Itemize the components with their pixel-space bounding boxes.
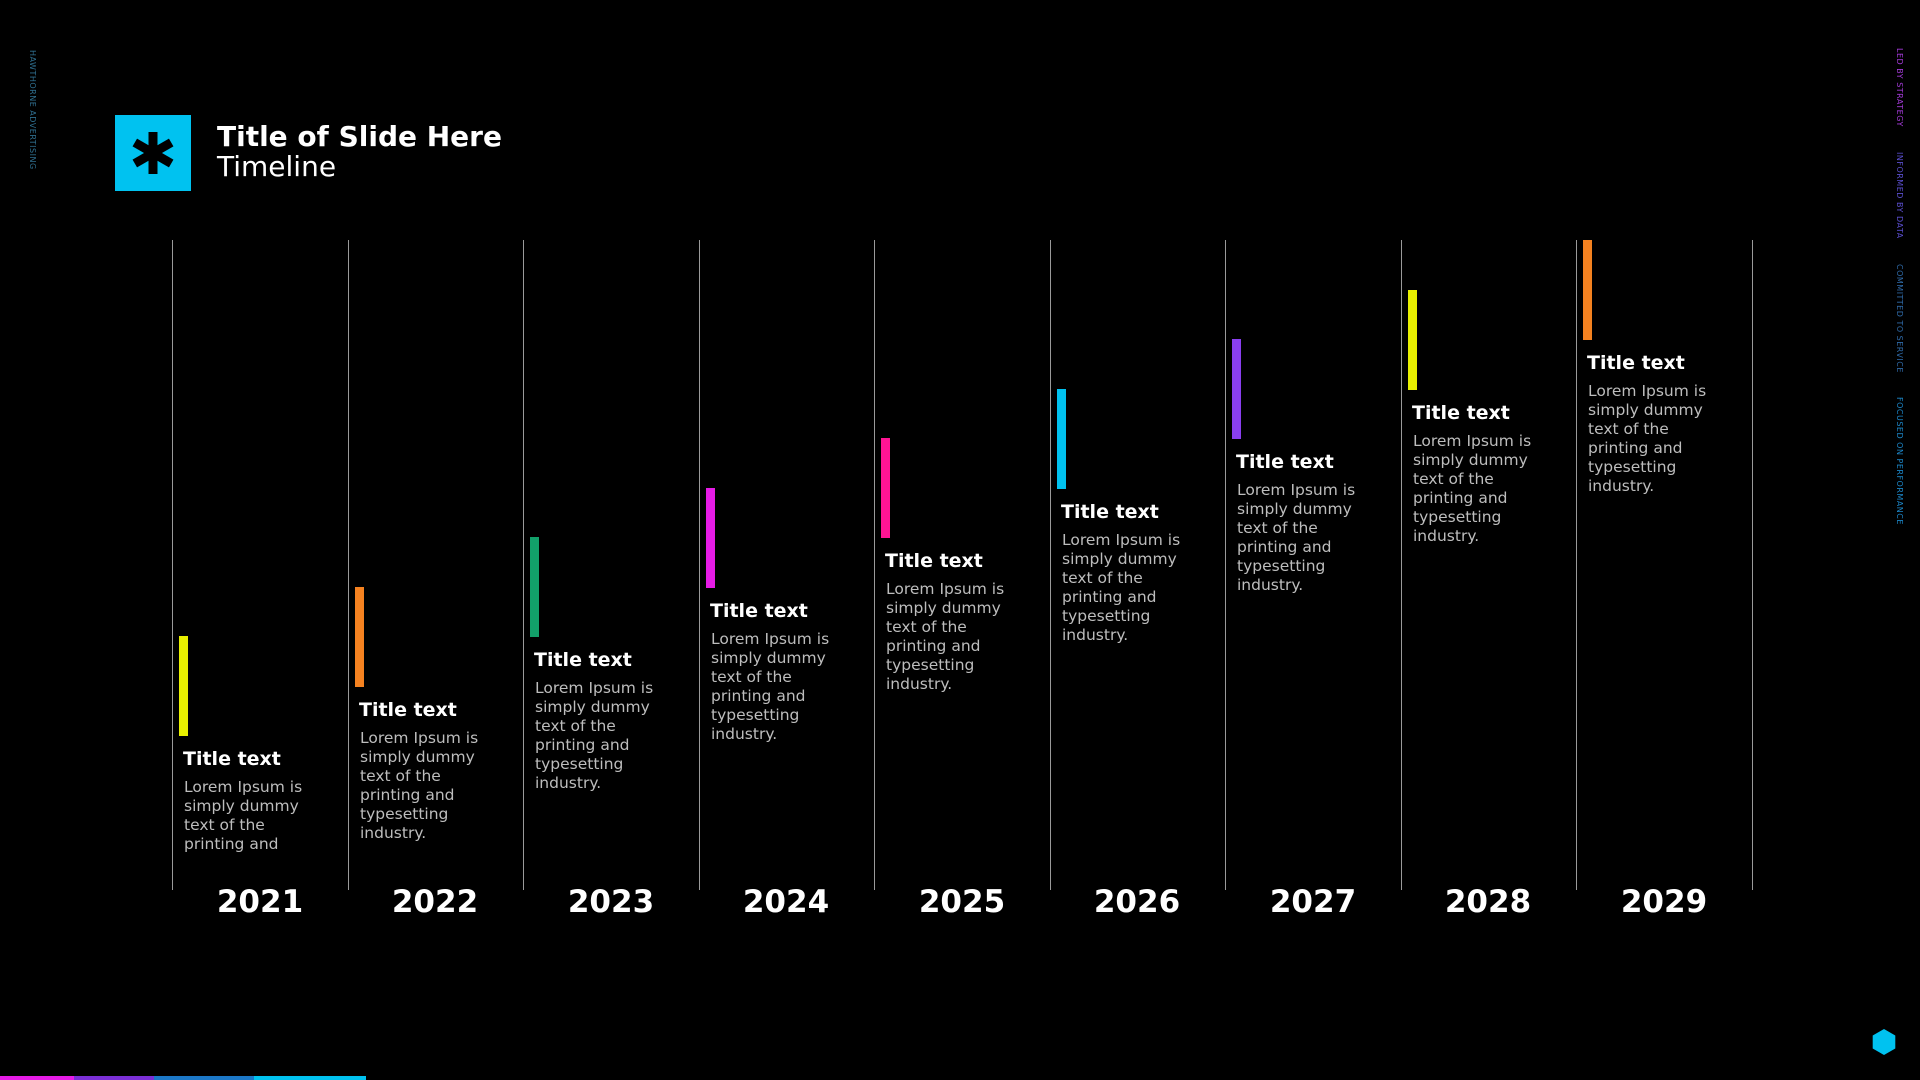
timeline-accent-bar [706,488,715,588]
timeline-year: 2028 [1444,884,1532,920]
timeline-year: 2025 [918,884,1006,920]
timeline-item-title: Title text [534,649,632,671]
column-divider [874,240,875,890]
timeline-accent-bar [1583,240,1592,340]
timeline-item-body: Lorem Ipsum is simply dummy text of the … [886,580,1005,693]
asterisk-icon [132,132,174,174]
timeline-accent-bar [1408,290,1417,390]
timeline-accent-bar [1057,389,1066,489]
title-block: Title of Slide Here Timeline [217,122,502,182]
page-title: Title of Slide Here [217,120,502,153]
bar-segment [74,1076,154,1080]
value-item: INFORMED BY DATA [1895,151,1904,239]
timeline-item-title: Title text [1412,402,1510,424]
timeline-year: 2022 [391,884,479,920]
timeline-year: 2024 [742,884,830,920]
timeline-accent-bar [179,636,188,736]
timeline-item-title: Title text [885,550,983,572]
timeline-item-title: Title text [1061,501,1159,523]
column-divider [172,240,173,890]
timeline-item-body: Lorem Ipsum is simply dummy text of the … [360,729,479,842]
timeline-year: 2027 [1269,884,1357,920]
bar-segment [154,1076,254,1080]
value-item: FOCUSED ON PERFORMANCE [1895,397,1904,526]
column-divider [1752,240,1753,890]
timeline-item-body: Lorem Ipsum is simply dummy text of the … [1062,531,1181,644]
timeline-accent-bar [1232,339,1241,439]
timeline-item-body: Lorem Ipsum is simply dummy text of the … [184,778,303,853]
timeline-item-title: Title text [183,748,281,770]
timeline-item-body: Lorem Ipsum is simply dummy text of the … [1237,481,1356,594]
timeline-item-body: Lorem Ipsum is simply dummy text of the … [1413,432,1532,545]
timeline-item-body: Lorem Ipsum is simply dummy text of the … [711,630,830,743]
timeline-year: 2023 [567,884,655,920]
timeline-item-title: Title text [359,699,457,721]
timeline-item-body: Lorem Ipsum is simply dummy text of the … [1588,382,1707,495]
logo [115,115,191,191]
column-divider [348,240,349,890]
timeline-accent-bar [530,537,539,637]
column-divider [523,240,524,890]
timeline-accent-bar [355,587,364,687]
column-divider [699,240,700,890]
column-divider [1401,240,1402,890]
bar-segment [0,1076,74,1080]
timeline-item-title: Title text [1587,352,1685,374]
bar-segment [254,1076,366,1080]
timeline-item-body: Lorem Ipsum is simply dummy text of the … [535,679,654,792]
timeline-year: 2021 [216,884,304,920]
timeline-accent-bar [881,438,890,538]
value-item: LED BY STRATEGY [1895,48,1904,127]
timeline-year: 2029 [1620,884,1708,920]
hexagon-icon [1872,1029,1896,1055]
values-vertical-text: LED BY STRATEGY INFORMED BY DATA COMMITT… [1895,48,1904,547]
column-divider [1225,240,1226,890]
timeline-item-title: Title text [1236,451,1334,473]
page-subtitle: Timeline [217,150,337,183]
value-item: COMMITTED TO SERVICE [1895,263,1904,373]
brand-vertical-text: HAWTHORNE ADVERTISING [28,50,37,170]
column-divider [1050,240,1051,890]
timeline-item-title: Title text [710,600,808,622]
bottom-color-bar [0,1076,366,1080]
column-divider [1576,240,1577,890]
timeline-year: 2026 [1093,884,1181,920]
